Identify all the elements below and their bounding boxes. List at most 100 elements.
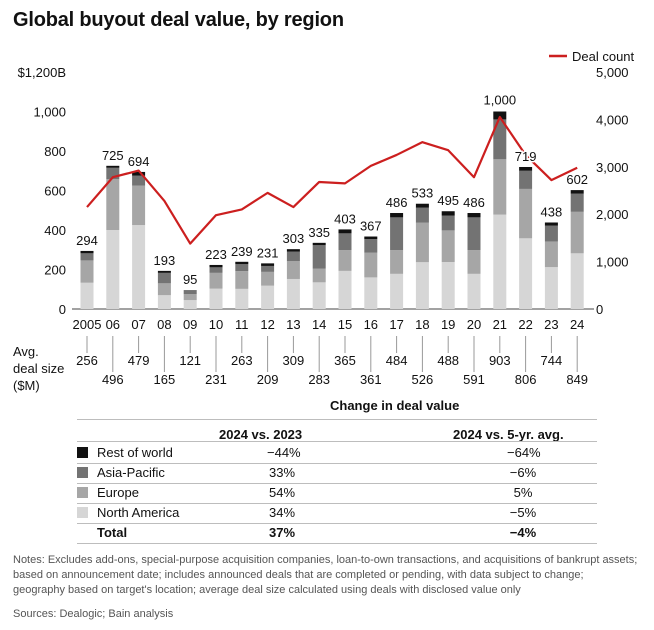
right-axis-tick-label: 3,000 [596, 160, 629, 175]
left-axis-tick-label: 400 [44, 223, 66, 238]
avg-deal-size-value: 591 [463, 372, 485, 387]
legend-swatch-europe [77, 487, 88, 498]
row-value-5yr: −64% [507, 445, 541, 460]
left-axis-tick-label: 1,000 [33, 105, 66, 120]
bar-total-label: 486 [463, 195, 485, 210]
left-axis-tick-label: 800 [44, 144, 66, 159]
bar-segment-north-america [570, 253, 584, 309]
bar-segment-rest-of-world [467, 213, 481, 218]
sources: Sources: Dealogic; Bain analysis [13, 608, 174, 620]
bar-segment-asia-pacific [493, 119, 507, 160]
avg-deal-size-value: 806 [515, 372, 537, 387]
bar-segment-rest-of-world [519, 166, 533, 171]
bar-segment-europe [415, 222, 429, 263]
bar-total-label: 294 [76, 233, 98, 248]
avg-deal-size-value: 309 [283, 353, 305, 368]
bar-segment-rest-of-world [338, 229, 352, 234]
bar-segment-rest-of-world [132, 171, 146, 176]
avg-deal-size-value: 903 [489, 353, 511, 368]
bar-segment-north-america [441, 261, 455, 309]
bar-total-label: 95 [183, 272, 197, 287]
row-value-5yr: −4% [509, 525, 537, 540]
left-axis-tick-label: $1,200B [18, 65, 66, 80]
bar-segment-rest-of-world [493, 111, 507, 120]
avg-deal-size-value: 165 [154, 372, 176, 387]
x-axis-tick-label: 19 [441, 317, 455, 332]
row-label: Rest of world [97, 445, 173, 460]
bar-total-label: 303 [283, 231, 305, 246]
bar-total-label: 231 [257, 245, 279, 260]
bar-segment-rest-of-world [261, 263, 275, 266]
bar-segment-north-america [286, 278, 300, 309]
bar-segment-europe [209, 272, 223, 289]
x-axis-tick-label: 13 [286, 317, 300, 332]
bar-segment-rest-of-world [312, 242, 326, 246]
table-rule-top [77, 419, 597, 420]
table-row-rest-of-world: Rest of world −44% −64% [77, 443, 597, 463]
bar-segment-asia-pacific [570, 193, 584, 212]
bar-segment-europe [570, 211, 584, 254]
avg-deal-size-value: 361 [360, 372, 382, 387]
avg-deal-size-label: deal size [13, 361, 64, 376]
row-value-2023: 54% [268, 485, 296, 500]
legend-deal-count-label: Deal count [572, 49, 635, 64]
avg-deal-size-value: 479 [128, 353, 150, 368]
left-axis-tick-label: 0 [59, 302, 66, 317]
legend-swatch-rest-of-world [77, 447, 88, 458]
bar-segment-asia-pacific [544, 225, 558, 242]
bar-segment-north-america [519, 238, 533, 309]
table-row-europe: Europe 54% 5% [77, 483, 597, 503]
left-axis-tick-label: 200 [44, 263, 66, 278]
table-col1-header: 2024 vs. 2023 [219, 427, 303, 442]
bar-segment-north-america [183, 300, 197, 309]
bar-segment-asia-pacific [261, 265, 275, 272]
chart-title: Global buyout deal value, by region [13, 9, 344, 31]
legend-swatch-north-america [77, 507, 88, 518]
bar-segment-north-america [415, 262, 429, 309]
bar-segment-europe [286, 261, 300, 279]
bar-segment-europe [467, 250, 481, 274]
x-axis-tick-label: 12 [260, 317, 274, 332]
avg-deal-size-value: 209 [257, 372, 279, 387]
bar-segment-asia-pacific [441, 215, 455, 231]
left-axis-tick-label: 600 [44, 184, 66, 199]
avg-deal-size-label: ($M) [13, 378, 40, 393]
avg-deal-size-value: 484 [386, 353, 408, 368]
avg-deal-size-value: 365 [334, 353, 356, 368]
bar-segment-rest-of-world [364, 236, 378, 240]
right-axis-tick-label: 0 [596, 302, 603, 317]
bar-segment-north-america [261, 285, 275, 309]
row-label: Total [97, 525, 128, 540]
bar-segment-rest-of-world [415, 203, 429, 208]
table-col2-header: 2024 vs. 5-yr. avg. [453, 427, 564, 442]
x-axis-tick-label: 18 [415, 317, 429, 332]
bar-segment-asia-pacific [390, 217, 404, 251]
bar-segment-europe [390, 250, 404, 274]
x-axis-tick-label: 22 [518, 317, 532, 332]
avg-deal-size-value: 263 [231, 353, 253, 368]
bar-segment-europe [338, 250, 352, 271]
row-label: North America [97, 505, 180, 520]
x-axis-tick-label: 07 [131, 317, 145, 332]
bar-segment-asia-pacific [183, 290, 197, 295]
avg-deal-size-value: 526 [412, 372, 434, 387]
right-axis-tick-label: 1,000 [596, 255, 629, 270]
table-rule-header [77, 441, 597, 442]
bar-total-label: 602 [566, 172, 588, 187]
avg-deal-size-value: 283 [308, 372, 330, 387]
table-rule [77, 463, 597, 464]
bar-segment-north-america [132, 225, 146, 309]
x-axis-tick-label: 23 [544, 317, 558, 332]
bar-segment-asia-pacific [106, 167, 120, 180]
bar-total-label: 725 [102, 148, 124, 163]
avg-deal-size-value: 744 [541, 353, 563, 368]
bar-total-label: 239 [231, 244, 253, 259]
bar-segment-europe [364, 252, 378, 278]
row-value-5yr: −5% [509, 505, 537, 520]
avg-deal-size-label: Avg. [13, 344, 39, 359]
x-axis-tick-label: 2005 [73, 317, 102, 332]
bar-total-label: 403 [334, 211, 356, 226]
bar-segment-north-america [106, 230, 120, 309]
x-axis-tick-label: 15 [338, 317, 352, 332]
